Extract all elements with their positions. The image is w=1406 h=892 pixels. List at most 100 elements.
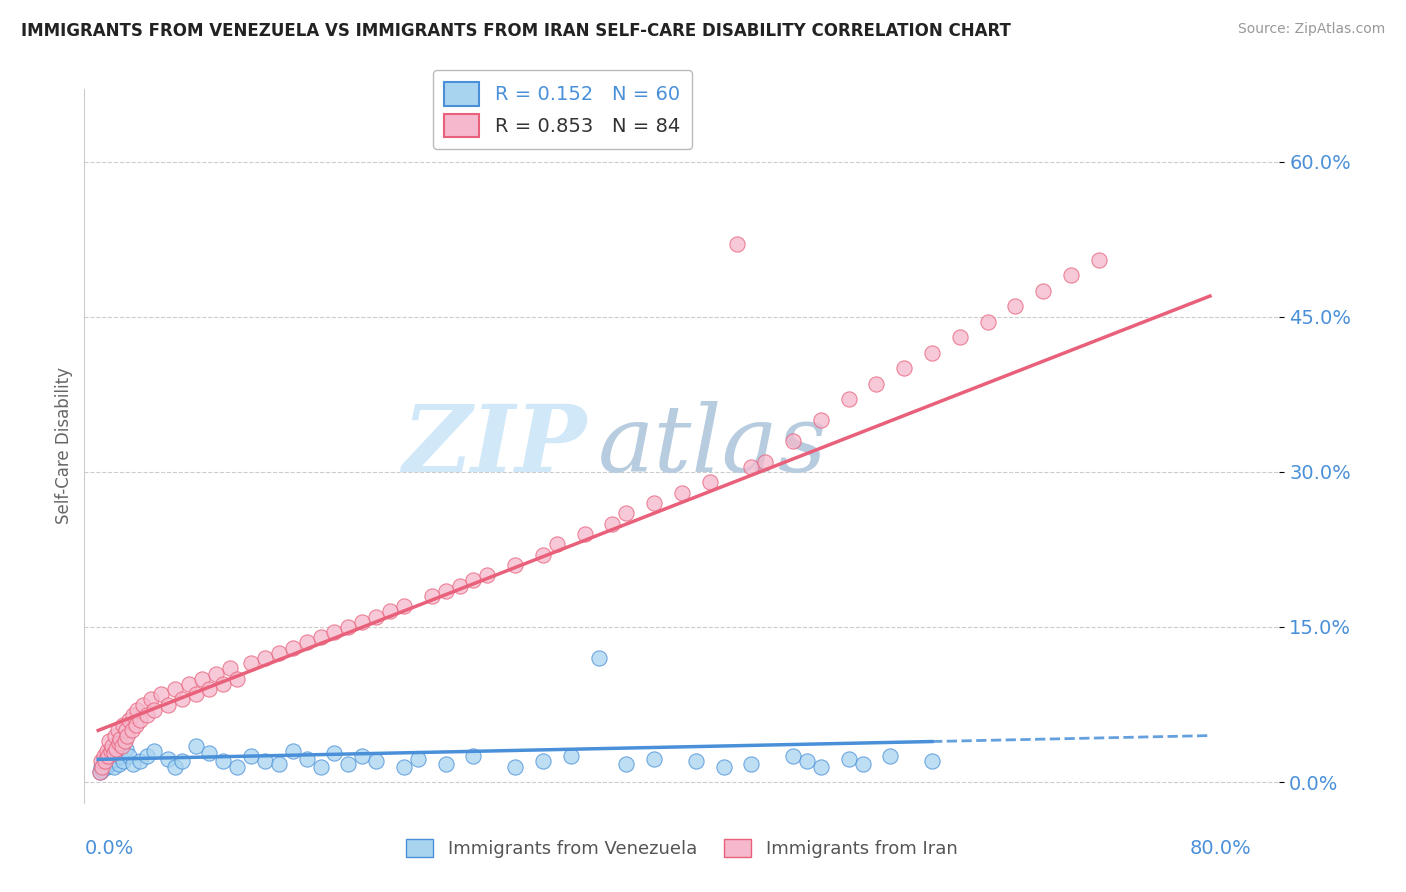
- Point: [93, 749, 115, 764]
- Point: [97, 752, 120, 766]
- Point: [281, 640, 304, 655]
- Point: [129, 755, 152, 769]
- Point: [782, 749, 804, 764]
- Point: [110, 731, 132, 746]
- Point: [713, 759, 735, 773]
- Point: [212, 755, 235, 769]
- Point: [560, 749, 582, 764]
- Point: [503, 558, 526, 572]
- Point: [879, 749, 901, 764]
- Text: 0.0%: 0.0%: [84, 839, 134, 858]
- Text: Source: ZipAtlas.com: Source: ZipAtlas.com: [1237, 22, 1385, 37]
- Point: [156, 752, 179, 766]
- Point: [111, 739, 134, 753]
- Point: [163, 759, 186, 773]
- Point: [105, 752, 128, 766]
- Point: [89, 764, 111, 779]
- Point: [177, 677, 200, 691]
- Point: [94, 756, 117, 771]
- Point: [108, 736, 131, 750]
- Point: [921, 755, 943, 769]
- Point: [838, 392, 860, 407]
- Point: [149, 687, 172, 701]
- Point: [740, 459, 762, 474]
- Point: [949, 330, 972, 344]
- Point: [93, 755, 115, 769]
- Point: [614, 506, 637, 520]
- Point: [420, 589, 443, 603]
- Point: [295, 752, 318, 766]
- Point: [198, 746, 221, 760]
- Point: [90, 755, 112, 769]
- Point: [602, 516, 624, 531]
- Point: [142, 744, 165, 758]
- Point: [531, 755, 554, 769]
- Point: [406, 752, 429, 766]
- Point: [89, 764, 111, 779]
- Point: [295, 635, 318, 649]
- Point: [671, 485, 693, 500]
- Point: [117, 729, 139, 743]
- Point: [392, 599, 415, 614]
- Point: [104, 729, 127, 743]
- Point: [118, 749, 141, 764]
- Point: [170, 692, 193, 706]
- Point: [97, 749, 120, 764]
- Point: [546, 537, 568, 551]
- Point: [101, 755, 124, 769]
- Point: [281, 744, 304, 758]
- Point: [226, 759, 249, 773]
- Point: [163, 681, 186, 696]
- Point: [477, 568, 499, 582]
- Point: [184, 739, 207, 753]
- Point: [337, 756, 360, 771]
- Point: [1060, 268, 1083, 283]
- Point: [112, 755, 135, 769]
- Point: [110, 749, 132, 764]
- Point: [463, 749, 485, 764]
- Point: [100, 744, 122, 758]
- Point: [434, 756, 457, 771]
- Point: [91, 763, 114, 777]
- Point: [98, 756, 121, 771]
- Point: [574, 527, 596, 541]
- Point: [135, 749, 157, 764]
- Point: [96, 744, 118, 758]
- Point: [253, 651, 276, 665]
- Point: [107, 723, 129, 738]
- Point: [352, 749, 374, 764]
- Point: [378, 605, 401, 619]
- Text: atlas: atlas: [599, 401, 828, 491]
- Point: [309, 759, 332, 773]
- Point: [267, 646, 290, 660]
- Point: [108, 756, 131, 771]
- Point: [125, 718, 148, 732]
- Point: [156, 698, 179, 712]
- Point: [191, 672, 214, 686]
- Point: [115, 742, 138, 756]
- Point: [118, 713, 141, 727]
- Point: [699, 475, 721, 490]
- Point: [240, 656, 263, 670]
- Point: [226, 672, 249, 686]
- Point: [323, 625, 346, 640]
- Point: [782, 434, 804, 448]
- Point: [98, 733, 121, 747]
- Point: [337, 620, 360, 634]
- Point: [129, 713, 152, 727]
- Point: [614, 756, 637, 771]
- Legend: R = 0.152   N = 60, R = 0.853   N = 84: R = 0.152 N = 60, R = 0.853 N = 84: [433, 70, 692, 149]
- Point: [309, 630, 332, 644]
- Point: [893, 361, 915, 376]
- Point: [865, 376, 887, 391]
- Point: [122, 756, 145, 771]
- Point: [643, 752, 665, 766]
- Point: [90, 759, 112, 773]
- Point: [240, 749, 263, 764]
- Point: [1004, 299, 1026, 313]
- Point: [838, 752, 860, 766]
- Point: [135, 707, 157, 722]
- Point: [531, 548, 554, 562]
- Point: [810, 413, 832, 427]
- Point: [921, 346, 943, 360]
